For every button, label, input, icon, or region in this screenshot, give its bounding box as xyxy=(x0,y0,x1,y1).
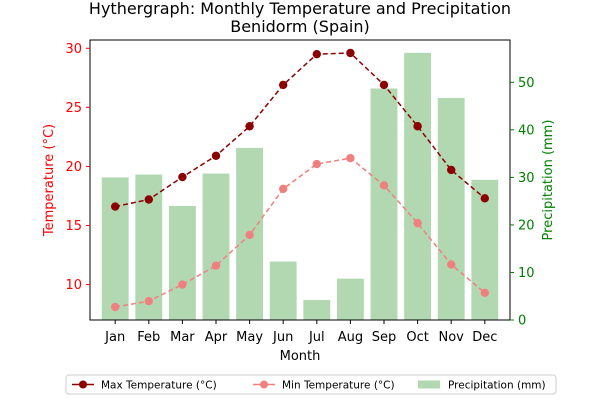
legend-max-swatch-marker xyxy=(79,380,87,389)
legend-min-swatch-marker xyxy=(260,380,268,389)
x-tick-label: Dec xyxy=(472,330,497,345)
y-left-tick-label: 15 xyxy=(65,219,82,234)
x-axis: Jan Feb Mar Apr May Jun Jul Aug Sep Oct Nov Dec xyxy=(104,320,497,345)
precipitation-bar-jul xyxy=(303,300,331,320)
y-axis-right: 0 10 20 30 40 50 xyxy=(510,76,535,329)
legend: Max Temperature (°C) Min Temperature (°C)… xyxy=(65,374,557,395)
legend-box xyxy=(65,374,557,395)
precipitation-bar-oct xyxy=(404,52,432,320)
precipitation-bar-nov xyxy=(437,97,465,320)
precipitation-bars xyxy=(101,52,499,320)
y-right-tick-label: 30 xyxy=(518,171,535,186)
y-left-tick-label: 25 xyxy=(65,101,82,116)
max-temperature-line xyxy=(115,52,486,208)
max-temperature-point-oct xyxy=(413,122,422,131)
legend-precipitation-swatch xyxy=(418,380,440,389)
legend-precipitation-label: Precipitation (mm) xyxy=(448,380,546,392)
y-right-tick-label: 50 xyxy=(518,76,535,91)
max-temperature-point-feb xyxy=(144,195,153,204)
precipitation-bar-aug xyxy=(336,278,364,320)
x-tick-label: Nov xyxy=(439,330,465,345)
x-tick-label: Jan xyxy=(104,330,125,345)
min-temperature-point-feb xyxy=(144,296,153,306)
x-tick-label: Feb xyxy=(137,330,160,345)
x-tick-label: Apr xyxy=(205,330,228,345)
y-right-tick-label: 20 xyxy=(518,218,535,233)
max-temperature-point-jan xyxy=(111,202,120,211)
precipitation-bar-apr xyxy=(202,173,230,320)
max-temperature-point-jun xyxy=(279,80,288,90)
y-right-tick-label: 40 xyxy=(518,123,535,138)
min-temperature-point-may xyxy=(245,230,254,240)
y-left-tick-label: 10 xyxy=(65,278,82,293)
min-temperature-point-dec xyxy=(480,288,489,298)
precipitation-bar-jun xyxy=(269,261,297,320)
min-temperature-line xyxy=(115,157,486,308)
y-left-tick-label: 30 xyxy=(65,42,82,57)
legend-max-label: Max Temperature (°C) xyxy=(101,380,217,392)
max-temperature-point-apr xyxy=(211,151,221,160)
precipitation-bar-mar xyxy=(168,205,196,320)
y-axis-left-label: Temperature (°C) xyxy=(42,124,57,237)
precipitation-bar-sep xyxy=(370,88,398,320)
legend-min-label: Min Temperature (°C) xyxy=(282,380,395,392)
y-axis-left: 10 15 20 25 30 xyxy=(65,42,90,293)
x-tick-label: Oct xyxy=(406,330,428,345)
min-temperature-point-jun xyxy=(279,184,288,194)
max-temperature-point-mar xyxy=(178,172,187,182)
chart-title: Hythergraph: Monthly Temperature and Pre… xyxy=(89,0,511,18)
min-temperature-point-apr xyxy=(211,261,221,270)
max-temperature-point-aug xyxy=(346,48,355,58)
x-tick-label: Sep xyxy=(372,330,397,345)
x-axis-label: Month xyxy=(280,349,321,364)
x-tick-label: Jul xyxy=(308,330,325,345)
temperature-lines xyxy=(111,48,489,312)
min-temperature-point-jul xyxy=(312,159,321,169)
precipitation-bar-jan xyxy=(101,177,129,320)
y-right-tick-label: 10 xyxy=(518,266,535,281)
min-temperature-point-sep xyxy=(379,181,389,190)
max-temperature-point-sep xyxy=(379,80,389,90)
y-left-tick-label: 20 xyxy=(65,160,82,175)
y-right-tick-label: 0 xyxy=(518,314,526,329)
x-tick-label: Mar xyxy=(170,330,195,345)
min-temperature-point-mar xyxy=(178,280,187,289)
plot-frame xyxy=(89,39,511,321)
min-temperature-point-oct xyxy=(413,218,422,228)
max-temperature-point-nov xyxy=(447,165,456,175)
x-tick-label: May xyxy=(236,330,263,345)
max-temperature-point-may xyxy=(245,122,254,131)
y-axis-right-label: Precipitation (mm) xyxy=(541,120,556,241)
chart-subtitle: Benidorm (Spain) xyxy=(230,17,370,36)
min-temperature-point-nov xyxy=(447,260,456,269)
min-temperature-point-aug xyxy=(346,153,355,163)
min-temperature-point-jan xyxy=(111,302,120,312)
max-temperature-point-jul xyxy=(312,49,321,59)
x-tick-label: Aug xyxy=(338,330,363,345)
max-temperature-point-dec xyxy=(480,194,489,203)
x-tick-label: Jun xyxy=(272,330,293,345)
